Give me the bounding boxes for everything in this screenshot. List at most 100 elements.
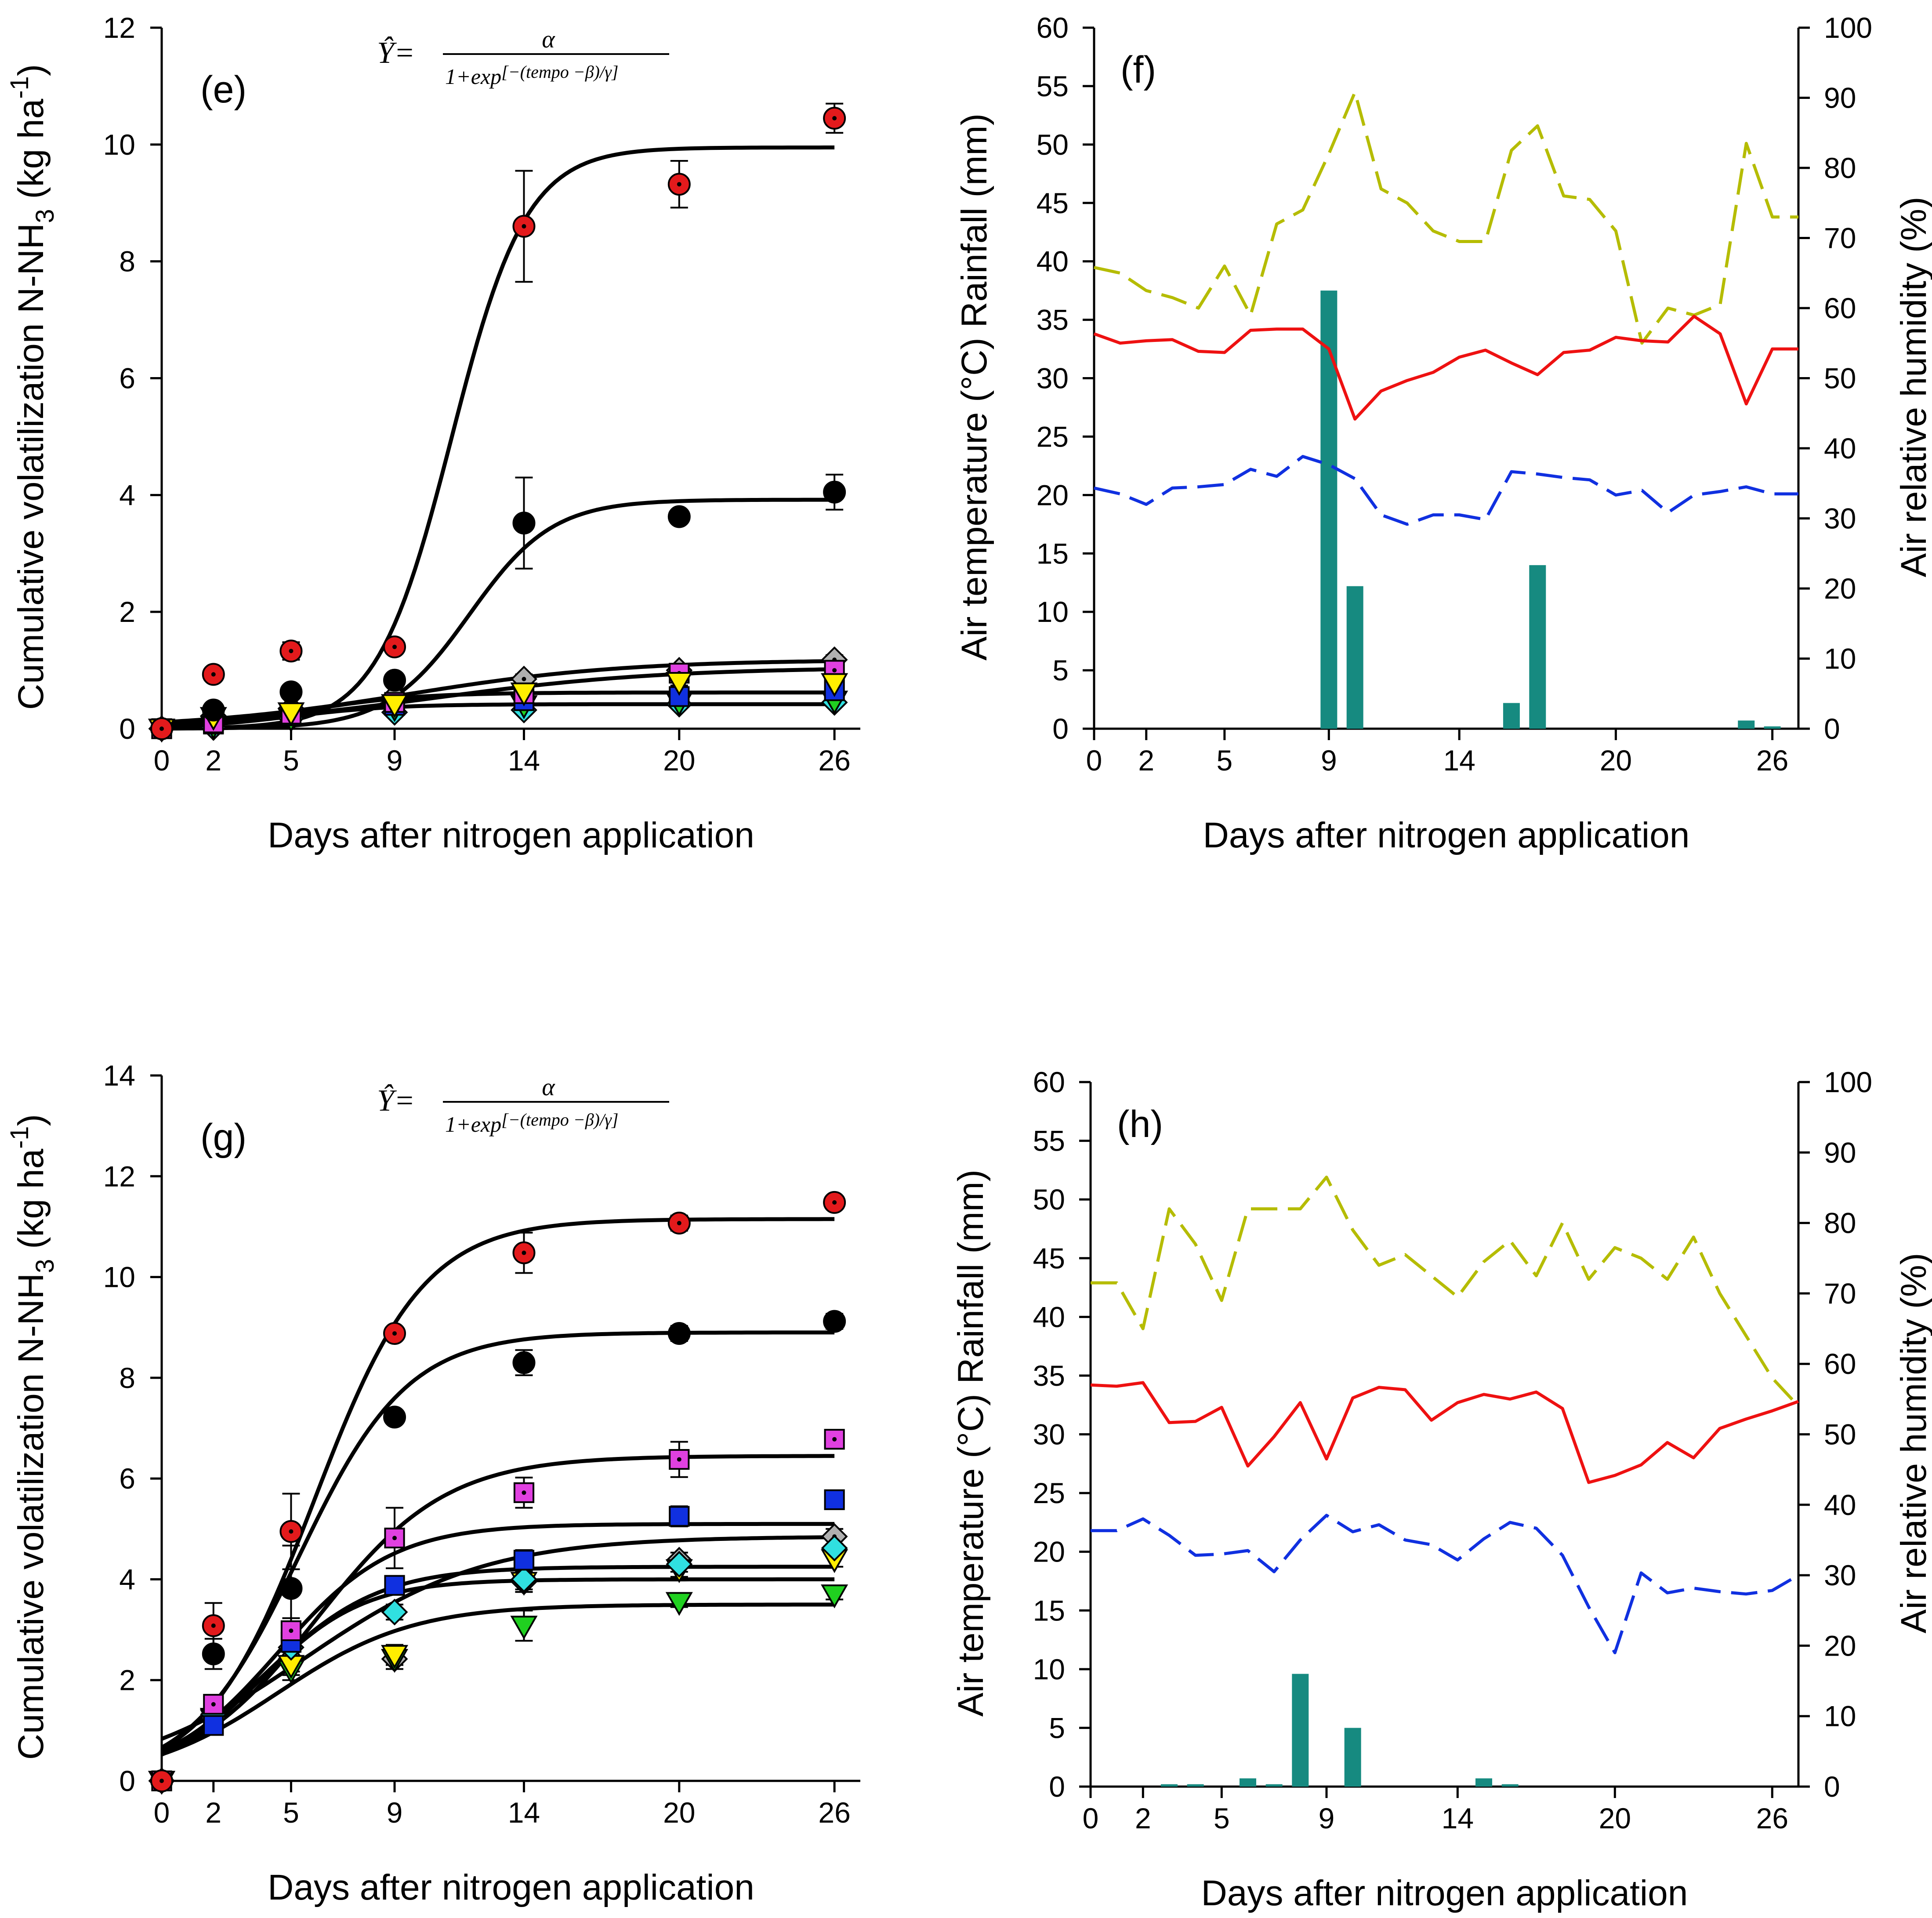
panel-g-y-tick-label: 4 (119, 1563, 135, 1595)
panel-g-point-red (150, 1769, 173, 1792)
panel-h-rainfall-bar (1265, 1784, 1283, 1787)
panel-g-point-green-shape (821, 1584, 848, 1609)
panel-g-y-tick-label: 12 (103, 1160, 135, 1192)
panel-f-x-tick-label: 14 (1443, 744, 1475, 777)
panel-g-fit-curve-1 (160, 1217, 835, 1751)
panel-f-series-line-2 (1093, 315, 1798, 421)
panel-g-y-tick-label: 6 (119, 1462, 135, 1495)
panel-h-right-y-tick-label: 100 (1824, 1066, 1872, 1098)
panel-g-fit-curve-2 (160, 1330, 835, 1750)
panel-g-equation-denominator: 1+exp[−(tempo −β)/γ] (445, 1110, 618, 1137)
panel-e-label: (e) (200, 69, 246, 111)
panel-e-x-tick-label: 20 (663, 744, 695, 777)
panel-f-left-y-tick-label: 40 (1037, 245, 1069, 278)
panel-e-point-gray-center-dot (522, 677, 526, 682)
panel-h-left-y-tick-label: 55 (1033, 1125, 1065, 1157)
panel-e-equation-denominator-base: 1+exp (445, 64, 501, 89)
panel-h-right-y-tick-label: 80 (1824, 1207, 1856, 1239)
panel-e-point-red (202, 663, 225, 686)
panel-g-point-blue (824, 1489, 845, 1510)
panel-h-series-line-2 (1090, 1381, 1799, 1484)
panel-h-rainfall-bar (1475, 1778, 1492, 1787)
panel-g-point-cyan-shape (511, 1566, 537, 1593)
panel-g-equation-numerator: α (542, 1074, 555, 1101)
panel-h-left-y-tick-label: 50 (1033, 1183, 1065, 1216)
panel-e-equation: Ŷ= α 1+exp[−(tempo −β)/γ] (377, 26, 669, 89)
panel-f-left-y-tick-label: 5 (1052, 654, 1069, 687)
panel-e-point-black-shape (823, 480, 846, 504)
panel-e-fit-curve-2 (162, 498, 835, 731)
panel-g-point-blue-shape (513, 1550, 535, 1571)
panel-g-point-blue-shape (669, 1506, 690, 1527)
panel-f-rainfall-bar (1346, 586, 1363, 729)
panel-g-point-magenta (824, 1429, 845, 1450)
panel-e-equation-denominator: 1+exp[−(tempo −β)/γ] (445, 62, 618, 89)
panel-g-point-magenta (280, 1620, 302, 1641)
panel-g-x-tick-label: 5 (283, 1796, 299, 1829)
panel-g-point-black-shape (823, 1310, 846, 1333)
panel-g-y-axis-title-close: ) (11, 1114, 51, 1126)
panel-e-equation-numerator: α (542, 26, 555, 53)
panel-g-point-black (512, 1351, 536, 1374)
panel-h-left-y-axis-title: Air temperature (°C) Rainfall (mm) (951, 1170, 991, 1717)
panel-g-point-green (665, 1592, 693, 1616)
panel-g-point-cyan (666, 1551, 693, 1578)
panel-g-point-red-center-dot (832, 1200, 837, 1205)
panel-g-x-tick-label: 2 (205, 1796, 221, 1829)
panel-f-left-y-tick-label: 55 (1037, 70, 1069, 102)
panel-e-point-red (383, 635, 406, 658)
panel-f-left-y-tick-label: 25 (1037, 420, 1069, 453)
panel-h-x-axis-title: Days after nitrogen application (1201, 1873, 1688, 1913)
panel-h-x-tick-label: 0 (1083, 1802, 1099, 1834)
panel-e-y-tick-label: 4 (119, 479, 135, 511)
panel-g-point-black (823, 1310, 846, 1333)
panel-h-weather-chart: 0510152025303540455055600102030405060708… (951, 1066, 1932, 1913)
panel-e-y-axis-title-main: Cumulative volatilization N-NH (11, 223, 51, 710)
panel-e-fit-curve-5 (161, 690, 835, 728)
panel-e-point-black (667, 505, 691, 528)
panel-g-point-black (279, 1577, 303, 1600)
panel-e-fit-curve-3 (161, 659, 835, 724)
panel-g-equation-lhs: Ŷ= (377, 1084, 415, 1118)
panel-f-left-y-tick-label: 10 (1037, 596, 1069, 628)
panel-f-series-line-3 (1094, 455, 1798, 526)
panel-e-point-red-center-dot (677, 182, 681, 187)
panel-g-point-magenta-center-dot (211, 1702, 216, 1707)
panel-g-point-red-center-dot (677, 1221, 681, 1225)
panel-f-rainfall-bar (1529, 565, 1546, 729)
panel-e-fit-curve-1 (161, 145, 835, 730)
panel-h-left-y-tick-label: 40 (1033, 1300, 1065, 1333)
panel-h-rainfall-bar (1292, 1674, 1309, 1787)
panel-e-y-axis-title: Cumulative volatilization N-NH3 (kg ha-1… (5, 64, 59, 710)
panel-g-point-red (279, 1520, 303, 1543)
panel-h-right-y-tick-label: 60 (1824, 1348, 1856, 1380)
panel-e-y-tick-label: 8 (119, 245, 135, 278)
panel-e-point-yellow (510, 682, 538, 707)
panel-e-y-axis-title-superscript: -1 (5, 76, 34, 99)
panel-h-left-y-tick-label: 5 (1049, 1711, 1065, 1744)
panel-g-point-cyan-shape (381, 1598, 408, 1626)
panel-e-point-black-shape (667, 505, 691, 528)
panel-e-point-black (823, 480, 846, 504)
panel-f-rainfall-bar (1738, 720, 1755, 729)
panel-f-right-y-tick-label: 50 (1824, 362, 1856, 395)
panel-h-x-tick-label: 5 (1214, 1802, 1230, 1834)
panel-g-point-red-center-dot (522, 1250, 526, 1255)
panel-g-x-tick-label: 9 (387, 1796, 403, 1829)
panel-f-left-y-tick-label: 35 (1037, 304, 1069, 336)
panel-f-right-y-tick-label: 70 (1824, 222, 1856, 254)
panel-g-point-black-shape (279, 1577, 303, 1600)
panel-e-point-red (150, 717, 173, 740)
panel-g-fit-curve-8 (161, 1602, 835, 1756)
panel-g-y-tick-label: 0 (119, 1765, 135, 1797)
panel-e-point-red (667, 173, 691, 196)
panel-h-right-y-tick-label: 70 (1824, 1277, 1856, 1310)
panel-f-right-y-tick-label: 60 (1824, 292, 1856, 324)
panel-f-left-y-tick-label: 15 (1037, 537, 1069, 570)
panel-f-right-y-tick-label: 90 (1824, 82, 1856, 114)
panel-e-point-yellow (821, 673, 848, 697)
panel-f-x-tick-label: 0 (1086, 744, 1102, 777)
panel-g-y-axis-title: Cumulative volatilization N-NH3 (kg ha-1… (5, 1114, 59, 1760)
panel-f-x-tick-label: 5 (1216, 744, 1232, 777)
